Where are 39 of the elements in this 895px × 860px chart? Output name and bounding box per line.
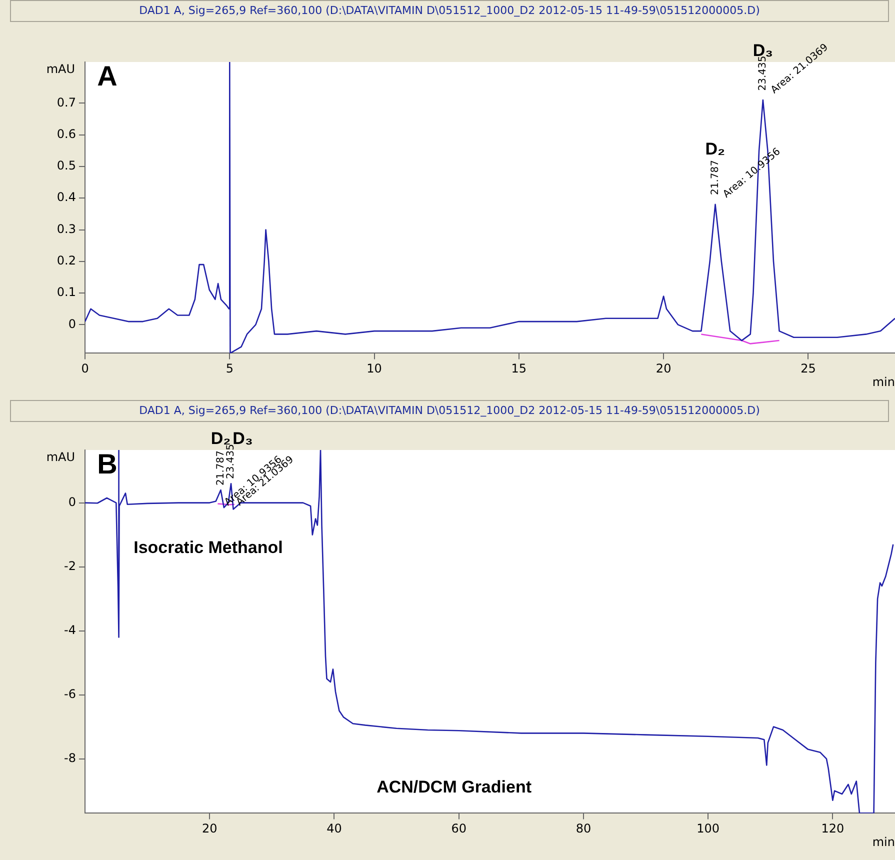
y-tick-label: -4 [64, 622, 76, 637]
y-axis-title: mAU [46, 62, 75, 76]
x-tick-label: 5 [226, 362, 234, 376]
x-tick-label: 10 [366, 362, 382, 376]
y-tick-label: -2 [64, 558, 76, 573]
y-tick-label: 0.1 [56, 285, 76, 300]
y-axis-title: mAU [46, 450, 75, 464]
annotation: ACN/DCM Gradient [376, 777, 532, 796]
x-tick-label: 120 [821, 822, 844, 836]
y-tick-label: 0.7 [56, 95, 76, 110]
x-tick-label: 80 [576, 822, 592, 836]
annotation: 21.787 [215, 450, 226, 486]
x-tick-label: 15 [511, 362, 527, 376]
x-tick-label: 40 [326, 822, 342, 836]
x-tick-label: 100 [696, 822, 720, 836]
x-axis-title: min [872, 834, 895, 849]
y-tick-label: 0.2 [56, 254, 76, 268]
annotation: D₂ [705, 139, 726, 158]
annotation: B [97, 448, 118, 480]
y-tick-label: 0.6 [56, 126, 76, 141]
y-tick-label: 0 [68, 494, 76, 509]
y-tick-label: 0 [68, 316, 76, 331]
annotation: A [97, 60, 118, 92]
annotation: Isocratic Methanol [134, 538, 283, 557]
y-tick-label: 0.4 [56, 190, 76, 204]
chart-title: DAD1 A, Sig=265,9 Ref=360,100 (D:\DATA\VITAMIN D\051512_1000_D2 2012-05-15 11-49-59\051512000005.D) [10, 0, 889, 22]
x-tick-label: 60 [451, 822, 466, 836]
x-tick-label: 20 [656, 362, 672, 376]
y-tick-label: 0.5 [56, 158, 76, 173]
y-tick-label: 0.3 [56, 222, 76, 236]
x-tick-label: 0 [81, 362, 89, 376]
chart-title: DAD1 A, Sig=265,9 Ref=360,100 (D:\DATA\VITAMIN D\051512_1000_D2 2012-05-15 11-49-59\051512000005.D) [10, 400, 889, 422]
annotation: 23.435 [758, 56, 769, 91]
x-tick-label: 25 [800, 362, 816, 376]
x-axis-title: min [872, 374, 895, 389]
y-tick-label: -6 [64, 686, 76, 701]
x-tick-label: 20 [202, 822, 218, 836]
annotation: 21.787 [710, 160, 721, 195]
y-tick-label: -8 [64, 750, 76, 765]
